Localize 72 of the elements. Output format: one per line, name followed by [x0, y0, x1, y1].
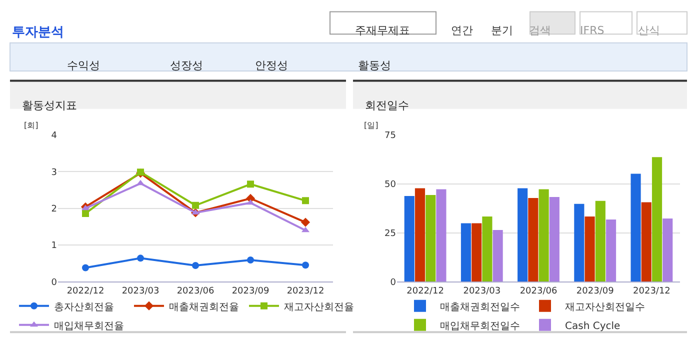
- bar: [662, 218, 673, 282]
- y-axis-title: [일]: [364, 121, 378, 130]
- text: 활동성: [358, 59, 391, 72]
- bar: [492, 230, 503, 282]
- x-tick-label: 2023/03: [463, 286, 501, 296]
- x-tick-label: 2023/06: [520, 286, 558, 296]
- bar: [404, 196, 414, 282]
- y-tick-label: 3: [51, 168, 57, 178]
- legend-label: 매입채무회전율: [54, 320, 124, 332]
- bar: [472, 223, 482, 282]
- text: 연간: [451, 24, 473, 37]
- bar: [518, 188, 528, 282]
- bar: [436, 189, 446, 282]
- bar: [641, 202, 652, 282]
- bar: [652, 157, 662, 282]
- y-tick-label: 0: [51, 278, 58, 288]
- point: [302, 262, 309, 269]
- x-tick-label: 2023/09: [232, 286, 270, 296]
- x-tick-label: 2023/12: [633, 286, 670, 296]
- text: 주재무제표: [355, 24, 410, 37]
- point: [82, 264, 89, 272]
- chart-title: 활동성지표: [22, 99, 77, 112]
- point: [300, 218, 310, 227]
- x-tick-label: 2022/12: [66, 286, 104, 296]
- bar: [574, 204, 584, 282]
- point: [247, 256, 254, 264]
- point: [302, 197, 309, 204]
- text: 안정성: [255, 59, 288, 72]
- chart-title: 회전일수: [365, 99, 409, 112]
- legend-label: 매출채권회전율: [169, 302, 239, 313]
- bar: [528, 198, 538, 282]
- y-tick-label: 0: [390, 278, 396, 288]
- x-tick-label: 2023/06: [176, 286, 214, 296]
- x-tick-label: 2023/03: [122, 286, 160, 296]
- x-tick-label: 2023/12: [286, 286, 324, 296]
- x-tick-label: 2023/09: [576, 286, 614, 296]
- bar: [538, 189, 549, 282]
- bar: [584, 216, 595, 282]
- text: 분기: [491, 24, 513, 37]
- legend-label: 매입채무회전일수: [440, 320, 520, 332]
- point: [192, 262, 199, 270]
- text: 성장성: [170, 59, 203, 72]
- point: [82, 210, 89, 217]
- bar: [595, 200, 606, 282]
- y-tick-label: 4: [51, 131, 58, 142]
- bar: [460, 223, 472, 282]
- bar: [414, 188, 426, 282]
- bar: [606, 219, 616, 282]
- bar: [549, 197, 560, 282]
- legend-label: Cash Cycle: [565, 320, 620, 332]
- legend-label: 재고자산회전일수: [565, 302, 645, 313]
- legend-label: 매출채권회전일수: [440, 302, 520, 313]
- bar: [426, 195, 436, 282]
- point: [192, 202, 199, 209]
- text: 검색: [529, 24, 551, 37]
- y-tick-label: 1: [51, 241, 57, 252]
- text: 산식: [638, 24, 660, 37]
- text: 수익성: [67, 59, 100, 72]
- legend-label: 재고자산회전율: [284, 302, 354, 313]
- legend-label: 총자산회전율: [54, 302, 114, 313]
- x-tick-label: 2022/12: [406, 286, 444, 296]
- y-tick-label: 2: [51, 204, 57, 214]
- point: [247, 180, 254, 188]
- bar: [482, 216, 492, 282]
- text: 투자분석: [12, 25, 64, 40]
- y-tick-label: 25: [384, 228, 396, 239]
- bar: [630, 174, 641, 282]
- y-tick-label: 75: [384, 131, 396, 142]
- point: [137, 254, 144, 262]
- y-tick-label: 50: [384, 180, 396, 190]
- text: IFRS: [580, 24, 604, 37]
- y-axis-title: [회]: [24, 121, 38, 130]
